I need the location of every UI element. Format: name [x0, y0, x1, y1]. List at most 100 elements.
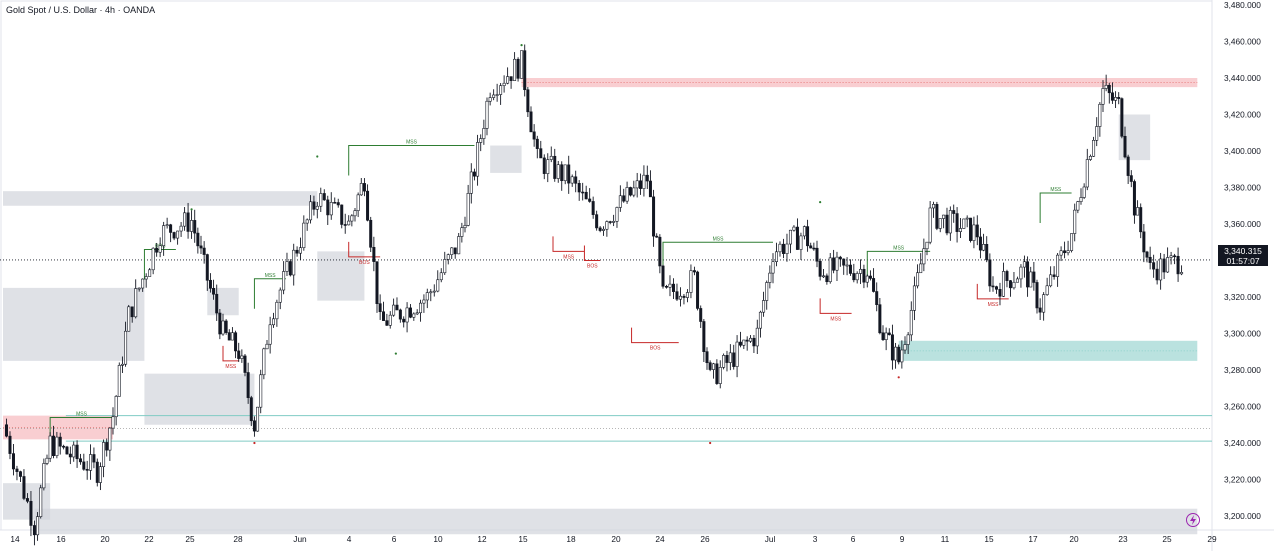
candle-body — [699, 308, 703, 322]
candle-body — [925, 241, 929, 250]
candle-body — [172, 232, 176, 239]
candle-body — [82, 461, 86, 470]
x-tick-label: 17 — [1028, 534, 1038, 544]
candle-body — [591, 201, 595, 215]
candle-body — [436, 279, 440, 292]
structure-label: BOS — [587, 264, 598, 270]
candle-body — [955, 213, 959, 232]
candle-body — [1117, 97, 1121, 99]
candle-body — [938, 218, 942, 229]
candle-body — [903, 344, 907, 351]
y-tick-label: 3,320.000 — [1224, 292, 1261, 302]
candle-body — [520, 50, 524, 79]
candle-body — [742, 339, 746, 346]
candle-body — [648, 180, 652, 198]
candle-body — [962, 218, 966, 229]
candle-body — [262, 348, 266, 376]
candle-body — [602, 228, 606, 231]
candle-body — [563, 164, 567, 182]
symbol-name[interactable]: Gold Spot / U.S. Dollar — [6, 5, 98, 15]
candle-body — [382, 311, 386, 321]
x-tick-label: 16 — [56, 534, 66, 544]
candle-body — [1066, 250, 1070, 254]
candle-body — [532, 131, 536, 140]
candle-body — [715, 363, 719, 384]
candle-body — [1029, 271, 1033, 288]
y-tick-label: 3,360.000 — [1224, 219, 1261, 229]
candle-body — [272, 318, 276, 326]
candle-body — [333, 202, 337, 204]
source-label: OANDA — [123, 5, 156, 15]
candle-body — [353, 210, 357, 217]
candle-body — [689, 270, 693, 293]
candle-body — [802, 226, 806, 237]
candle-body — [928, 207, 932, 243]
candle-body — [108, 427, 112, 451]
candle-body — [865, 275, 869, 283]
x-tick-label: 20 — [611, 534, 621, 544]
candle-body — [881, 332, 885, 340]
candle-body — [1114, 97, 1118, 101]
candle-body — [176, 230, 180, 239]
candle-body — [878, 304, 882, 334]
candle-body — [398, 309, 402, 320]
structure-label: MSS — [988, 302, 1000, 308]
candle-body — [526, 89, 530, 113]
candle-body — [18, 471, 22, 477]
candle-body — [312, 201, 316, 210]
candle-body — [268, 324, 272, 345]
candle-body — [1079, 197, 1083, 202]
candle-body — [975, 224, 979, 238]
neutral-zone — [490, 145, 522, 173]
candle-body — [1005, 271, 1009, 281]
candle-body — [305, 219, 309, 224]
candle-body — [275, 301, 279, 320]
candle-body — [29, 500, 33, 526]
candle-body — [1148, 256, 1152, 263]
candle-body — [502, 82, 506, 86]
candle-body — [755, 327, 759, 347]
candle-body — [535, 138, 539, 149]
structure-line — [866, 250, 931, 282]
candle-body — [842, 258, 846, 266]
candle-body — [114, 396, 118, 418]
structure-line — [348, 241, 381, 258]
supply-zone — [3, 415, 113, 440]
structure-label: MSS — [713, 236, 725, 242]
candle-body — [506, 76, 510, 84]
candle-body — [482, 128, 486, 139]
interval-label[interactable]: 4h — [105, 5, 116, 15]
x-tick-label: 20 — [100, 534, 110, 544]
candle-body — [256, 406, 260, 432]
candle-body — [1085, 159, 1089, 188]
structure-line — [631, 327, 679, 344]
candle-body — [598, 227, 602, 231]
candle-body — [615, 207, 619, 222]
candle-body — [485, 100, 489, 129]
x-tick-label: 25 — [1162, 534, 1172, 544]
candle-body — [221, 320, 225, 335]
candle-body — [1101, 88, 1105, 105]
x-tick-label: 4 — [347, 534, 352, 544]
structure-label: MSS — [406, 140, 418, 146]
candle-body — [190, 220, 194, 232]
structure-line — [552, 236, 585, 252]
x-tick-label: 6 — [392, 534, 397, 544]
candle-body — [965, 217, 969, 220]
x-tick-label: 12 — [477, 534, 487, 544]
candle-body — [186, 212, 190, 232]
candle-body — [1139, 207, 1143, 233]
candle-body — [95, 461, 99, 483]
candle-body — [315, 205, 319, 210]
candle-body — [340, 204, 344, 225]
candle-body — [1045, 285, 1049, 296]
candle-body — [395, 304, 399, 311]
candle-body — [774, 251, 778, 262]
candle-body — [259, 374, 263, 408]
candle-body — [230, 332, 234, 341]
candle-body — [549, 155, 553, 160]
candle-body — [282, 271, 286, 291]
candle-body — [574, 176, 578, 184]
lightning-bolt-icon[interactable] — [1186, 513, 1200, 527]
